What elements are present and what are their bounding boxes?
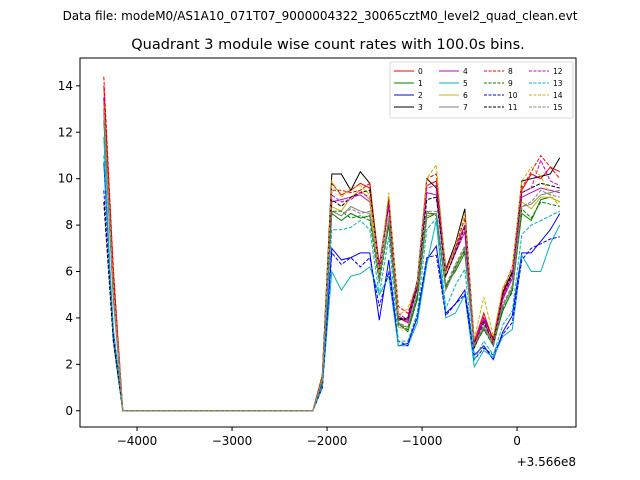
legend-label-13: 13	[553, 79, 563, 88]
series-line-7	[103, 113, 560, 412]
legend-label-11: 11	[508, 103, 518, 112]
y-tick-label: 4	[65, 311, 73, 325]
data-file-label: Data file: modeM0/AS1A10_071T07_90000043…	[63, 9, 578, 23]
x-offset-label: +3.566e8	[517, 455, 576, 469]
y-axis: 0 2 4 6 8 10 12 14	[58, 79, 80, 418]
series-line-9	[103, 104, 560, 412]
y-tick-label: 8	[65, 218, 73, 232]
legend-label-9: 9	[508, 79, 513, 88]
series-line-14	[103, 104, 561, 412]
legend-label-2: 2	[418, 91, 423, 100]
y-tick-label: 14	[58, 79, 73, 93]
x-tick-label: 0	[513, 434, 521, 448]
legend-label-8: 8	[508, 67, 513, 76]
legend-label-0: 0	[418, 67, 423, 76]
series-layer	[103, 76, 561, 412]
series-line-13	[103, 155, 561, 412]
x-tick-label: −4000	[117, 434, 158, 448]
y-tick-label: 10	[58, 172, 73, 186]
legend-label-12: 12	[553, 67, 563, 76]
y-tick-label: 2	[65, 357, 73, 371]
x-tick-label: −2000	[307, 434, 348, 448]
chart-title: Quadrant 3 module wise count rates with …	[131, 37, 525, 53]
legend-label-5: 5	[463, 79, 468, 88]
legend-label-15: 15	[553, 103, 563, 112]
series-line-10	[103, 190, 560, 412]
legend-label-6: 6	[463, 91, 468, 100]
legend-frame	[389, 61, 574, 119]
legend-label-7: 7	[463, 103, 468, 112]
series-line-12	[103, 109, 561, 412]
legend-label-4: 4	[463, 67, 468, 76]
plot-area	[79, 57, 577, 428]
legend-label-3: 3	[418, 103, 423, 112]
x-tick-label: −1000	[402, 434, 443, 448]
x-tick-label: −3000	[212, 434, 253, 448]
series-line-15	[103, 111, 560, 412]
y-tick-label: 12	[58, 125, 73, 139]
legend-label-14: 14	[553, 91, 563, 100]
series-line-5	[103, 136, 561, 412]
series-line-1	[103, 120, 561, 412]
axes-frame	[79, 57, 577, 428]
legend-label-10: 10	[508, 91, 518, 100]
x-axis: −4000 −3000 −2000 −1000 0	[117, 427, 521, 448]
y-tick-label: 0	[65, 404, 73, 418]
legend-label-1: 1	[418, 79, 423, 88]
series-line-8	[103, 76, 561, 412]
y-tick-label: 6	[65, 265, 73, 279]
